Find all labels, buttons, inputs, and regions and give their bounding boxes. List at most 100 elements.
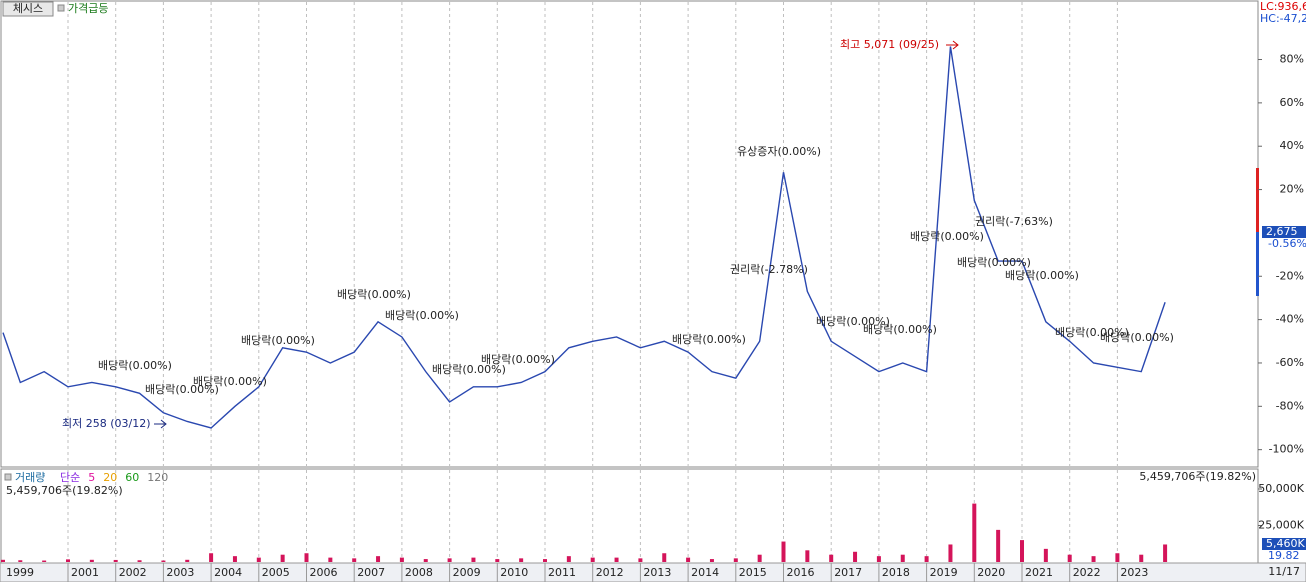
volume-bar <box>590 557 595 562</box>
indicator-legend: 단순 <box>60 471 80 484</box>
x-tick-label: 2011 <box>548 566 576 579</box>
volume-box <box>4 473 12 481</box>
toolbar-button-label[interactable]: 체시스 <box>13 2 43 15</box>
volume-bar <box>1091 556 1096 562</box>
indicator-box <box>57 4 65 12</box>
x-tick-label: 1999 <box>6 566 34 579</box>
volume-bar <box>853 551 858 562</box>
volume-bar <box>423 559 428 562</box>
volume-bar <box>519 558 524 562</box>
y-tick-label: -40% <box>1276 313 1304 326</box>
volume-bar <box>376 556 381 562</box>
event-annotation: 유상증자(0.00%) <box>737 145 821 158</box>
volume-bar <box>1067 554 1072 562</box>
volume-summary-right: 5,459,706주(19.82%) <box>1139 470 1256 483</box>
toolbar-button[interactable] <box>2 1 54 17</box>
x-tick-label: 2001 <box>71 566 99 579</box>
x-tick-label: 2013 <box>643 566 671 579</box>
volume-bar <box>256 557 261 562</box>
x-tick-label: 2006 <box>310 566 338 579</box>
x-tick-label: 2014 <box>691 566 719 579</box>
y-tick-label: -20% <box>1276 269 1304 282</box>
peak-marker <box>946 40 959 50</box>
range-bar <box>1256 232 1259 296</box>
footer-date: 11/17 <box>1268 565 1300 578</box>
current-volume-box <box>1262 538 1306 550</box>
event-annotation: 최고 5,071 (09/25) <box>840 38 939 51</box>
volume-bar <box>948 544 953 562</box>
y-tick-label: -60% <box>1276 356 1304 369</box>
x-tick-label: 2022 <box>1073 566 1101 579</box>
y-tick-label: 60% <box>1280 96 1304 109</box>
x-tick-label: 2008 <box>405 566 433 579</box>
x-tick-label: 2012 <box>596 566 624 579</box>
volume-bar <box>876 556 881 562</box>
volume-bar <box>209 553 214 562</box>
range-bar <box>1256 168 1259 232</box>
event-annotation: 배당락(0.00%) <box>910 230 984 243</box>
indicator-legend: 120 <box>147 471 168 484</box>
event-annotation: 배당락(0.00%) <box>863 323 937 336</box>
event-annotation: 배당락(0.00%) <box>193 375 267 388</box>
volume-bar <box>1139 554 1144 562</box>
event-annotation: 배당락(0.00%) <box>98 359 172 372</box>
current-price-box <box>1262 226 1306 238</box>
volume-bar <box>733 558 738 562</box>
current-volume-ratio: 19.82 <box>1268 549 1300 562</box>
current-change: -0.56% <box>1268 237 1306 250</box>
volume-bar <box>185 559 190 562</box>
volume-bar <box>900 554 905 562</box>
y-tick-label: -100% <box>1269 443 1304 456</box>
volume-bar <box>1020 540 1024 562</box>
indicator-label: 가격급등 <box>68 2 108 15</box>
x-tick-label: 2018 <box>882 566 910 579</box>
x-tick-label: 2004 <box>214 566 242 579</box>
low-marker <box>154 419 167 429</box>
volume-bar <box>89 559 94 562</box>
current-volume: 5,460K <box>1266 537 1305 550</box>
x-tick-label: 2009 <box>453 566 481 579</box>
event-annotation: 배당락(0.00%) <box>481 353 555 366</box>
volume-bar <box>328 557 333 562</box>
event-annotation: 배당락(0.00%) <box>1005 269 1079 282</box>
x-tick-label: 2016 <box>787 566 815 579</box>
volume-bar <box>757 554 762 562</box>
event-annotation: 배당락(0.00%) <box>957 256 1031 269</box>
x-tick-label: 2021 <box>1025 566 1053 579</box>
volume-bar <box>399 557 404 562</box>
x-tick-label: 2007 <box>357 566 385 579</box>
y-tick-label: -80% <box>1276 399 1304 412</box>
event-annotation: 배당락(0.00%) <box>432 363 506 376</box>
limit-label: HC:-47,2 <box>1260 12 1306 25</box>
volume-bar <box>161 560 166 562</box>
volume-bar <box>280 554 285 562</box>
volume-bar <box>18 560 23 562</box>
volume-bar <box>829 554 834 562</box>
x-tick-label: 2020 <box>977 566 1005 579</box>
indicator-legend: 5 <box>88 471 95 484</box>
y-tick-label: 40% <box>1280 139 1304 152</box>
volume-bar <box>137 560 142 562</box>
volume-bar <box>662 553 667 562</box>
x-tick-label: 2019 <box>930 566 958 579</box>
event-annotation: 배당락(0.00%) <box>337 288 411 301</box>
indicator-legend: 20 <box>103 471 117 484</box>
event-annotation: 권리락(-2.78%) <box>730 263 808 276</box>
x-tick-label: 2023 <box>1120 566 1148 579</box>
x-tick-label: 2017 <box>834 566 862 579</box>
volume-bar <box>924 556 929 562</box>
limit-label: LC:936,6 <box>1260 0 1306 13</box>
volume-bar <box>495 559 500 562</box>
volume-bar <box>566 556 571 562</box>
indicator-legend: 60 <box>125 471 139 484</box>
price-line <box>2 46 1166 429</box>
volume-bar <box>1163 544 1168 562</box>
y-tick-label: 20% <box>1280 183 1304 196</box>
x-tick-label: 2015 <box>739 566 767 579</box>
event-annotation: 배당락(0.00%) <box>241 334 315 347</box>
y-tick-label: 80% <box>1280 53 1304 66</box>
event-annotation: 권리락(-7.63%) <box>975 215 1053 228</box>
event-annotation: 배당락(0.00%) <box>672 333 746 346</box>
